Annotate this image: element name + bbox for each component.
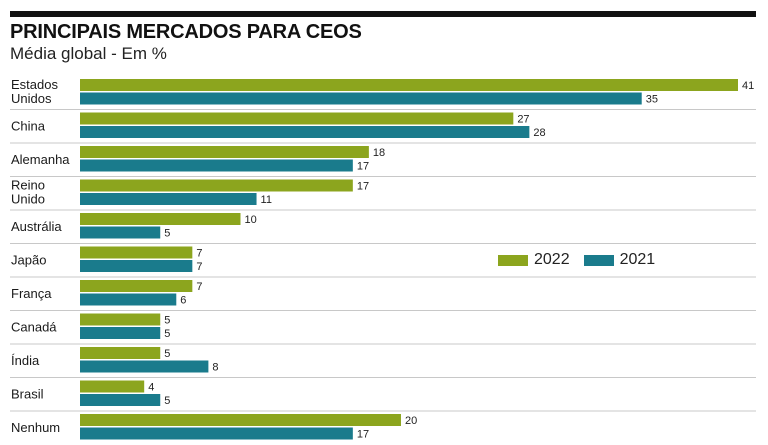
category-label-austrália: Austrália: [11, 219, 62, 234]
bar-2022-china: [80, 112, 514, 125]
value-label-2022-austrália: 10: [244, 214, 256, 226]
value-label-2021-brasil: 5: [164, 395, 170, 407]
bar-2022-austrália: [80, 213, 241, 225]
chart-title: PRINCIPAIS MERCADOS PARA CEOS: [10, 21, 362, 43]
category-label-brasil: Brasil: [11, 386, 44, 401]
legend-label-2021: 2021: [619, 251, 656, 268]
value-label-2022-nenhum: 20: [405, 415, 417, 427]
value-label-2021-índia: 8: [212, 362, 218, 374]
value-label-2021-alemanha: 17: [357, 161, 369, 173]
bar-2021-canadá: [80, 327, 161, 339]
bar-2022-reino-unido: [80, 179, 353, 192]
value-label-2021-nenhum: 17: [357, 429, 369, 441]
category-label-nenhum: Nenhum: [11, 420, 60, 435]
value-label-2022-reino-unido: 17: [357, 181, 369, 193]
value-label-2021-reino-unido: 11: [261, 194, 272, 206]
category-label-japão: Japão: [11, 252, 46, 267]
category-label-índia: Índia: [11, 353, 40, 368]
legend-swatch-2022: [498, 254, 528, 266]
top-rule: [10, 11, 756, 17]
bar-2022-japão: [80, 246, 193, 259]
legend-swatch-2021: [583, 254, 614, 266]
bar-2021-índia: [80, 360, 209, 373]
chart-subtitle: Média global - Em %: [10, 44, 167, 63]
bar-2021-austrália: [80, 226, 161, 239]
value-label-2022-canadá: 5: [164, 315, 170, 327]
value-label-2022-estados-unidos: 41: [742, 80, 754, 92]
bar-2021-nenhum: [80, 427, 353, 440]
value-label-2021-japão: 7: [196, 261, 202, 273]
value-label-2021-frança: 6: [180, 295, 186, 307]
category-label-frança: França: [11, 286, 52, 301]
value-label-2021-austrália: 5: [164, 228, 170, 240]
bar-2022-alemanha: [80, 146, 369, 158]
value-label-2022-índia: 5: [164, 348, 170, 360]
bar-2021-japão: [80, 260, 193, 272]
category-label-estados-unidos: Estados Unidos: [11, 77, 58, 106]
bar-2021-china: [80, 126, 530, 138]
legend-item-2021: 2021: [583, 251, 656, 269]
legend-label-2022: 2022: [534, 251, 570, 268]
value-label-2021-canadá: 5: [164, 328, 170, 340]
value-label-2022-china: 27: [517, 114, 529, 126]
category-label-reino-unido: Reino Unido: [11, 177, 45, 206]
category-label-china: China: [11, 118, 46, 133]
legend-item-2022: 2022: [498, 251, 570, 269]
bar-2021-frança: [80, 293, 177, 306]
value-label-2022-frança: 7: [196, 281, 202, 293]
bar-2022-canadá: [80, 313, 161, 326]
bar-2022-brasil: [80, 380, 145, 393]
bar-2021-alemanha: [80, 159, 353, 172]
legend: 2022 2021: [498, 251, 655, 269]
value-label-2021-china: 28: [533, 127, 545, 139]
bar-2022-estados-unidos: [80, 79, 738, 91]
value-label-2021-estados-unidos: 35: [646, 94, 658, 106]
bar-2021-brasil: [80, 394, 161, 406]
value-label-2022-brasil: 4: [148, 382, 154, 394]
bar-2022-frança: [80, 280, 193, 292]
value-label-2022-japão: 7: [196, 248, 202, 260]
bar-2021-estados-unidos: [80, 92, 642, 105]
bar-2022-índia: [80, 347, 161, 359]
category-label-canadá: Canadá: [11, 319, 57, 334]
bar-2021-reino-unido: [80, 193, 257, 205]
category-label-alemanha: Alemanha: [11, 152, 70, 167]
value-label-2022-alemanha: 18: [373, 147, 385, 159]
bar-2022-nenhum: [80, 414, 401, 426]
